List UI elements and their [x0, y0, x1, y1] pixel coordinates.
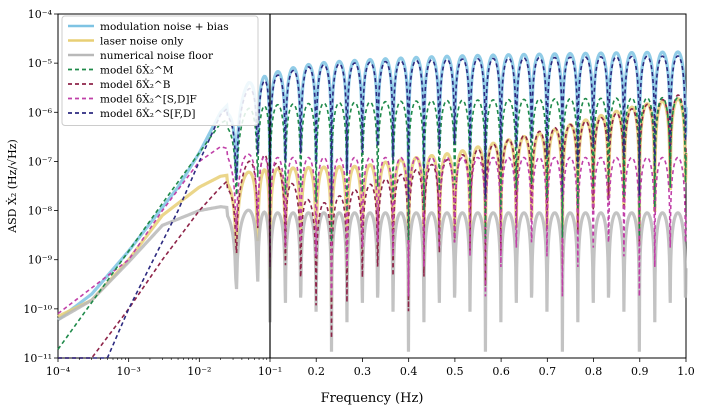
x-tick-label: 0.4: [400, 365, 418, 378]
x-tick-label: 10⁻³: [117, 365, 141, 378]
x-tick-label: 0.5: [446, 365, 464, 378]
x-axis-label: Frequency (Hz): [321, 391, 424, 406]
y-tick-label: 10⁻¹¹: [23, 352, 52, 365]
y-tick-label: 10⁻¹⁰: [23, 303, 52, 316]
x-tick-label: 0.8: [585, 365, 603, 378]
series-line-4: [58, 94, 687, 359]
series-line-5: [57, 145, 687, 315]
x-tick-label: 10⁻²: [187, 365, 211, 378]
legend-label: laser noise only: [100, 36, 183, 48]
legend-box: [61, 15, 259, 126]
x-tick-label: 0.9: [631, 365, 649, 378]
plot-area: [57, 13, 687, 359]
x-tick-label: 0.2: [307, 365, 325, 378]
x-tick-label: 1.0: [677, 365, 695, 378]
legend-label: model δẊ₂^B: [100, 77, 171, 91]
series-line-3: [57, 96, 687, 350]
x-tick-label: 0.3: [354, 365, 372, 378]
ticks-layer: 10⁻⁴ 10⁻³ 10⁻² 10⁻¹ 0.2 0.3 0.4 0.5 0.6 0.7 0.8 0.9…: [23, 8, 694, 378]
y-tick-label: 10⁻⁸: [28, 205, 53, 218]
x-tick-label: 0.7: [539, 365, 557, 378]
legend: modulation noise + bias laser noise only n…: [61, 15, 259, 126]
series-layer: [57, 50, 688, 359]
legend-label: modulation noise + bias: [100, 21, 229, 33]
x-tick-label: 10⁻⁴: [46, 365, 71, 378]
x-tick-label: 0.6: [492, 365, 510, 378]
legend-label: model δẊ₂^[S,D]F: [100, 92, 197, 106]
y-tick-label: 10⁻⁷: [28, 155, 53, 168]
y-axis-label: ASD Ẋ₂ (Hz/√Hz): [5, 139, 19, 234]
plot-frame: [57, 13, 687, 359]
y-tick-label: 10⁻⁹: [28, 254, 53, 267]
series-line-2: [57, 205, 688, 352]
series-line-6: [58, 55, 687, 359]
x-tick-label: 10⁻¹: [258, 365, 282, 378]
legend-label: numerical noise floor: [100, 50, 214, 62]
y-tick-label: 10⁻⁶: [28, 106, 53, 119]
y-tick-label: 10⁻⁵: [28, 57, 52, 70]
legend-label: model δẊ₂^M: [100, 63, 174, 77]
legend-label: model δẊ₂^S[F,D]: [100, 106, 196, 120]
y-tick-label: 10⁻⁴: [28, 8, 53, 21]
